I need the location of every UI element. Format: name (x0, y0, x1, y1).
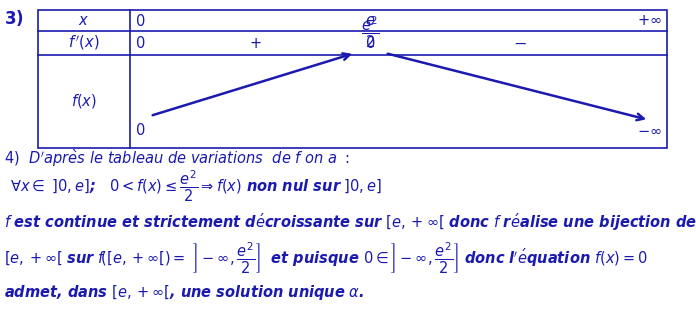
Text: admet, dans$\ [e,+\infty[$, une solution unique$\ \alpha$.: admet, dans$\ [e,+\infty[$, une solution… (4, 284, 365, 302)
Text: $f\ $est continue et strictement d$\acute{e}$croissante sur$\ [e,+\infty[\ $donc: $f\ $est continue et strictement d$\acut… (4, 211, 696, 233)
Text: $e$: $e$ (365, 13, 375, 28)
Text: $\mathit{4)}$: $\mathit{4)}$ (4, 149, 19, 167)
Text: $-\infty$: $-\infty$ (637, 122, 662, 137)
Text: $0$: $0$ (135, 35, 145, 51)
Text: $D'apr\grave{e}s\ le\ tableau\ de\ variations\ \ de\ f\ on\ a\ :$: $D'apr\grave{e}s\ le\ tableau\ de\ varia… (28, 147, 349, 169)
Text: $x$: $x$ (79, 13, 90, 28)
Bar (38, 10, 667, 148)
Text: $\dfrac{e^2}{2}$: $\dfrac{e^2}{2}$ (361, 15, 379, 50)
Text: $0$: $0$ (135, 122, 145, 138)
Text: $f(x)$: $f(x)$ (71, 93, 97, 110)
Text: $0$: $0$ (365, 35, 375, 51)
Text: $+\infty$: $+\infty$ (637, 13, 662, 28)
Text: $-$: $-$ (513, 35, 527, 50)
Text: $0$: $0$ (135, 13, 145, 28)
Text: $+$: $+$ (248, 35, 261, 50)
Text: $\forall x \in\ ]0,e]$;$\quad 0 < f(x) \leq \dfrac{e^2}{2} \Rightarrow f(x)\ $no: $\forall x \in\ ]0,e]$;$\quad 0 < f(x) \… (10, 168, 382, 204)
Text: $[e,+\infty[\ $sur$\ f\!\left([e,+\infty[\right) =\ \left]-\infty,\dfrac{e^2}{2}: $[e,+\infty[\ $sur$\ f\!\left([e,+\infty… (4, 240, 648, 276)
Text: $\mathbf{3)}$: $\mathbf{3)}$ (4, 8, 24, 28)
Text: $f\,{'}(x)$: $f\,{'}(x)$ (68, 34, 100, 52)
